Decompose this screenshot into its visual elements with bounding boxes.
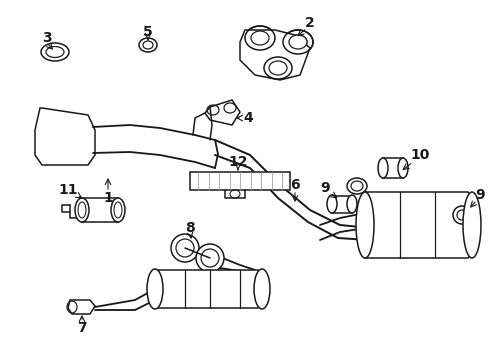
Text: 2: 2 bbox=[305, 16, 314, 30]
Ellipse shape bbox=[452, 206, 470, 224]
Ellipse shape bbox=[253, 269, 269, 309]
Polygon shape bbox=[190, 172, 289, 190]
Text: 10: 10 bbox=[409, 148, 429, 162]
Ellipse shape bbox=[196, 244, 224, 272]
Ellipse shape bbox=[176, 239, 194, 257]
Ellipse shape bbox=[326, 195, 336, 213]
Polygon shape bbox=[204, 100, 240, 125]
Ellipse shape bbox=[350, 181, 362, 191]
Text: 4: 4 bbox=[243, 111, 252, 125]
Text: 12: 12 bbox=[228, 155, 247, 169]
Text: 8: 8 bbox=[185, 221, 195, 235]
Text: 9: 9 bbox=[320, 181, 329, 195]
Ellipse shape bbox=[462, 192, 480, 258]
Ellipse shape bbox=[75, 198, 89, 222]
Ellipse shape bbox=[147, 269, 163, 309]
Ellipse shape bbox=[171, 234, 199, 262]
Ellipse shape bbox=[377, 158, 387, 178]
Ellipse shape bbox=[355, 192, 373, 258]
Ellipse shape bbox=[78, 202, 86, 218]
Text: 3: 3 bbox=[42, 31, 52, 45]
Ellipse shape bbox=[397, 158, 407, 178]
Ellipse shape bbox=[346, 178, 366, 194]
Polygon shape bbox=[68, 300, 95, 314]
Text: 7: 7 bbox=[77, 321, 87, 335]
Text: 9: 9 bbox=[474, 188, 484, 202]
Ellipse shape bbox=[114, 202, 122, 218]
Polygon shape bbox=[331, 196, 351, 213]
Text: 1: 1 bbox=[103, 191, 113, 205]
Polygon shape bbox=[155, 270, 262, 308]
Ellipse shape bbox=[268, 61, 286, 75]
Polygon shape bbox=[240, 30, 309, 80]
Polygon shape bbox=[35, 108, 95, 165]
Ellipse shape bbox=[250, 31, 268, 45]
Polygon shape bbox=[382, 158, 402, 178]
Ellipse shape bbox=[346, 195, 356, 213]
Ellipse shape bbox=[456, 210, 466, 220]
Text: 6: 6 bbox=[289, 178, 299, 192]
Text: 11: 11 bbox=[58, 183, 78, 197]
Polygon shape bbox=[82, 198, 118, 222]
Polygon shape bbox=[364, 192, 473, 258]
Ellipse shape bbox=[111, 198, 125, 222]
Ellipse shape bbox=[201, 249, 219, 267]
Text: 5: 5 bbox=[143, 25, 153, 39]
Ellipse shape bbox=[288, 35, 306, 49]
